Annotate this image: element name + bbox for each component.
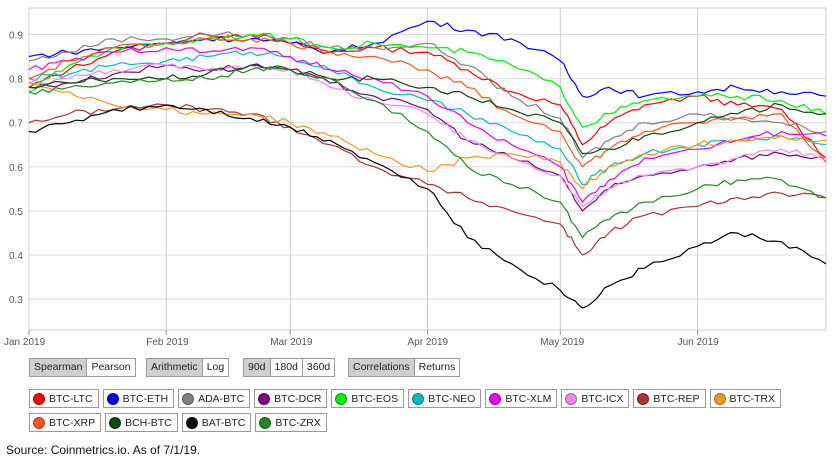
series-line-btc-rep <box>28 103 827 256</box>
legend-label: BTC-ETH <box>122 392 169 405</box>
legend-swatch <box>182 392 195 405</box>
legend-item-btc-xlm[interactable]: BTC-XLM <box>485 389 558 408</box>
legend-swatch <box>637 392 650 405</box>
window-toggle: 90d 180d 360d <box>243 358 336 377</box>
window-option-180d[interactable]: 180d <box>270 359 303 376</box>
y-tick-label: 0.7 <box>9 119 23 130</box>
legend-label: BAT-BTC <box>201 416 246 429</box>
y-tick-label: 0.5 <box>9 207 23 218</box>
x-tick-label: Jun 2019 <box>678 337 720 348</box>
mode-option-returns[interactable]: Returns <box>414 359 460 376</box>
series-line-btc-trx <box>28 82 827 190</box>
legend-item-btc-icx[interactable]: BTC-ICX <box>561 389 630 408</box>
legend-label: BTC-ICX <box>581 392 624 405</box>
series-line-btc-eos <box>28 32 827 128</box>
legend-swatch <box>713 392 726 405</box>
scale-option-log[interactable]: Log <box>202 359 229 376</box>
series-line-btc-xlm <box>28 46 827 203</box>
y-tick-label: 0.8 <box>9 75 23 86</box>
legend-swatch <box>33 416 45 429</box>
legend-swatch <box>412 392 425 405</box>
series-line-bat-btc <box>28 104 827 309</box>
series-line-btc-zrx <box>28 66 827 238</box>
series-line-btc-eth <box>28 20 827 99</box>
x-tick-label: May 2019 <box>540 337 584 348</box>
legend-item-btc-trx[interactable]: BTC-TRX <box>709 389 782 408</box>
legend-swatch <box>258 392 271 405</box>
legend-item-bat-btc[interactable]: BAT-BTC <box>181 413 252 432</box>
legend-swatch <box>33 392 45 405</box>
legend-label: BTC-EOS <box>351 392 399 405</box>
legend-swatch <box>259 416 272 429</box>
legend-item-btc-eos[interactable]: BTC-EOS <box>331 389 405 408</box>
scale-option-arithmetic[interactable]: Arithmetic <box>147 359 203 376</box>
x-axis-ticks: Jan 2019 Feb 2019 Mar 2019 Apr 2019 May 2019… <box>4 337 719 348</box>
legend-label: BTC-NEO <box>428 392 476 405</box>
legend-item-btc-eth[interactable]: BTC-ETH <box>102 389 175 408</box>
y-tick-label: 0.4 <box>9 251 23 262</box>
mode-toggle: Correlations Returns <box>348 358 461 377</box>
legend-label: BTC-TRX <box>729 392 776 405</box>
source-note: Source: Coinmetrics.io. As of 7/1/19. <box>6 443 201 457</box>
y-tick-label: 0.6 <box>9 163 23 174</box>
legend-swatch <box>106 392 119 405</box>
method-option-pearson[interactable]: Pearson <box>87 359 135 376</box>
x-tick-label: Jan 2019 <box>4 337 46 348</box>
legend-swatch <box>109 416 122 429</box>
series-line-btc-icx <box>28 63 827 208</box>
legend-item-btc-neo[interactable]: BTC-NEO <box>408 389 482 408</box>
window-option-360d[interactable]: 360d <box>302 359 335 376</box>
legend-item-btc-zrx[interactable]: BTC-ZRX <box>255 413 327 432</box>
legend-row-1: BTC-LTC BTC-ETH ADA-BTC BTC-DCR BTC-EOS BTC-N… <box>29 389 785 408</box>
legend-label: BTC-DCR <box>274 392 322 405</box>
legend-swatch <box>335 392 348 405</box>
legend-item-btc-rep[interactable]: BTC-REP <box>633 389 706 408</box>
series-line-bch-btc <box>28 64 827 155</box>
mode-option-correlations[interactable]: Correlations <box>349 359 415 376</box>
legend-label: BTC-XLM <box>505 392 552 405</box>
x-tick-label: Apr 2019 <box>408 337 449 348</box>
correlation-chart: Jan 2019 Feb 2019 Mar 2019 Apr 2019 May 2019… <box>4 7 827 348</box>
x-tick-label: Feb 2019 <box>146 337 189 348</box>
scale-toggle: Arithmetic Log <box>146 358 230 377</box>
legend-swatch <box>185 416 198 429</box>
legend-item-btc-xrp[interactable]: BTC-XRP <box>29 413 102 432</box>
legend-label: BCH-BTC <box>125 416 172 429</box>
legend-item-bch-btc[interactable]: BCH-BTC <box>105 413 178 432</box>
chart-grid <box>28 7 827 335</box>
legend-label: BTC-ZRX <box>275 416 321 429</box>
legend-label: BTC-XRP <box>49 416 96 429</box>
legend-label: BTC-REP <box>653 392 700 405</box>
series-line-btc-xrp <box>28 36 827 168</box>
y-tick-label: 0.9 <box>9 30 23 41</box>
y-axis-ticks: 0.9 0.8 0.7 0.6 0.5 0.4 0.3 <box>9 30 23 306</box>
legend-label: ADA-BTC <box>198 392 245 405</box>
legend-label: BTC-LTC <box>49 392 93 405</box>
window-option-90d[interactable]: 90d <box>244 359 271 376</box>
legend-row-2: BTC-XRP BCH-BTC BAT-BTC BTC-ZRX <box>29 413 331 432</box>
x-tick-label: Mar 2019 <box>270 337 313 348</box>
series-line-ada-btc <box>28 31 827 159</box>
method-option-spearman[interactable]: Spearman <box>30 359 88 376</box>
legend-item-btc-dcr[interactable]: BTC-DCR <box>254 389 328 408</box>
correlation-method-toggle: Spearman Pearson <box>29 358 136 377</box>
y-tick-label: 0.3 <box>9 295 23 306</box>
series-lines <box>28 20 827 309</box>
legend-item-ada-btc[interactable]: ADA-BTC <box>178 389 251 408</box>
legend-swatch <box>565 392 578 405</box>
legend-swatch <box>489 392 502 405</box>
legend-item-btc-ltc[interactable]: BTC-LTC <box>29 389 99 408</box>
